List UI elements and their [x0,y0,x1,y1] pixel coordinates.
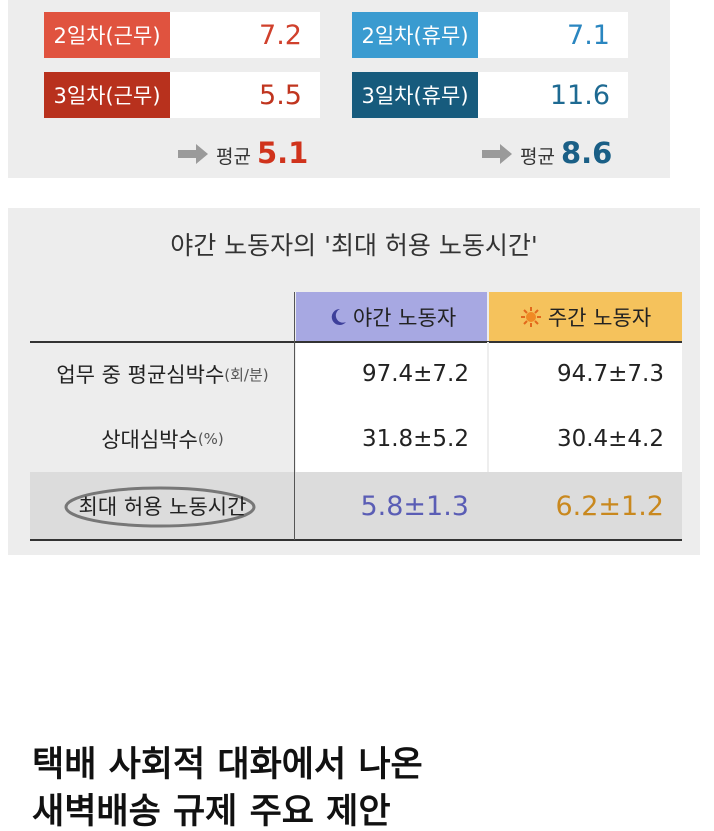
average-label: 평균 [520,146,555,168]
work-value: 7.2 [170,12,320,58]
moon-icon [331,308,346,325]
work-label: 2일차(근무) [44,12,170,58]
work-value: 5.5 [170,72,320,118]
row-label-text: 상대심박수 [101,428,198,452]
row-unit: (회/분) [224,365,269,384]
row-label: 최대 허용 노동시간 [78,495,247,519]
highlight-ellipse [64,486,256,528]
average-value: 5.1 [256,136,309,170]
cell-value: 6.2±1.2 [555,490,664,522]
table-rule [30,539,682,541]
data-area [296,342,682,472]
cell-value: 31.8±5.2 [361,426,469,452]
arrow-icon [482,144,512,164]
column-label: 주간 노동자 [547,306,652,330]
rest-label: 3일차(휴무) [352,72,478,118]
cell-value: 94.7±7.3 [556,361,664,387]
cell-value: 30.4±4.2 [556,426,664,452]
column-header: 주간 노동자 [489,292,682,342]
cell-value: 97.4±7.2 [361,361,469,387]
headline-line: 새벽배송 규제 주요 제안 [32,792,391,831]
arrow-icon [178,144,208,164]
table-divider [294,292,295,540]
row-label: 업무 중 평균심박수 (회/분) [30,342,295,406]
row-unit: (%) [197,430,224,448]
column-label: 야간 노동자 [352,306,457,330]
rest-average: 평균 8.6 [520,136,612,170]
headline-line: 택배 사회적 대화에서 나온 [32,745,423,785]
sun-icon [520,307,541,327]
rest-label: 2일차(휴무) [352,12,478,58]
table-rule [30,341,682,343]
average-label: 평균 [216,146,251,168]
rest-value: 11.6 [478,72,628,118]
work-label: 3일차(근무) [44,72,170,118]
work-average: 평균 5.1 [216,136,308,170]
cell-value: 5.8±1.3 [360,490,469,522]
row-label-text: 업무 중 평균심박수 [56,363,225,387]
rest-value: 7.1 [478,12,628,58]
highlight-row [30,472,682,540]
row-label: 상대심박수 (%) [30,406,295,472]
table-title: 야간 노동자의 '최대 허용 노동시간' [170,231,538,260]
table-divider [487,342,489,472]
average-value: 8.6 [560,136,613,170]
column-header: 야간 노동자 [296,292,487,342]
